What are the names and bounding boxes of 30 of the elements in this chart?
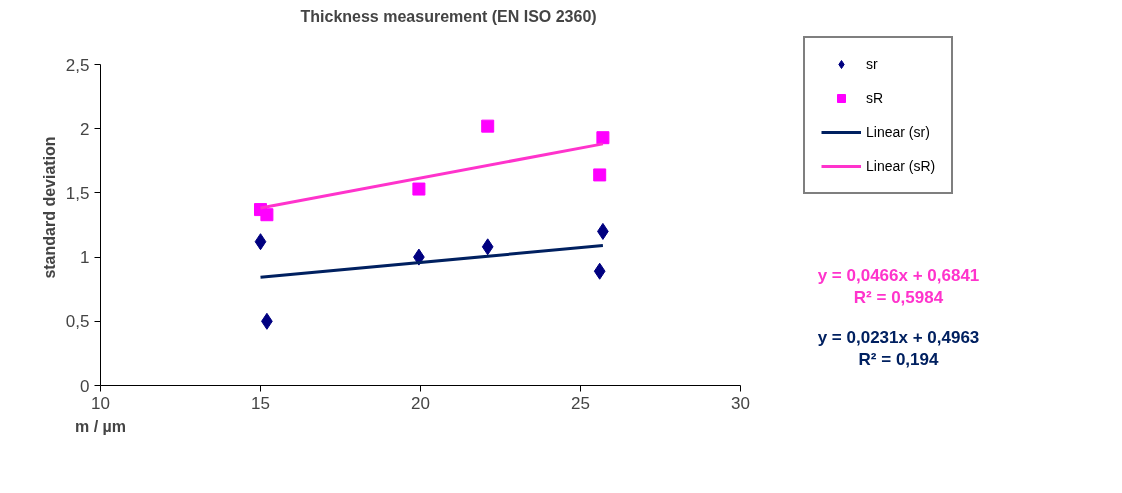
x-tick-label: 20 [411, 393, 430, 413]
point [593, 168, 607, 182]
x-axis-title: m / µm [75, 417, 127, 435]
legend-label: Linear (sr) [866, 124, 930, 140]
x-tick-label: 25 [571, 393, 590, 413]
legend-label: sr [866, 56, 879, 72]
point [593, 262, 606, 280]
y-tick-label: 1 [80, 248, 90, 268]
y-axis-title: standard deviation [40, 136, 58, 279]
y-tick-label: 1,5 [65, 183, 90, 203]
x-tick-label: 10 [91, 393, 110, 413]
point [596, 131, 610, 145]
y-tick-label: 0,5 [65, 312, 90, 332]
x-tick-label: 30 [731, 393, 750, 413]
point [254, 233, 267, 251]
text: y = 0,0231x + 0,4963 [817, 327, 980, 347]
y-tick-label: 0 [80, 376, 90, 396]
y-tick-label: 2,5 [65, 55, 90, 75]
point [260, 208, 274, 222]
text: R² = 0,194 [858, 349, 939, 369]
legend-label: sR [866, 90, 885, 106]
point [412, 182, 426, 196]
text: R² = 0,5984 [853, 287, 944, 307]
x-tick-label: 15 [251, 393, 270, 413]
point [481, 119, 495, 133]
text: y = 0,0466x + 0,6841 [817, 265, 980, 285]
point [481, 238, 494, 256]
chart-title: Thickness measurement (EN ISO 2360) [300, 7, 597, 25]
legend-label: Linear (sR) [866, 158, 936, 174]
y-tick-label: 2 [80, 119, 90, 139]
